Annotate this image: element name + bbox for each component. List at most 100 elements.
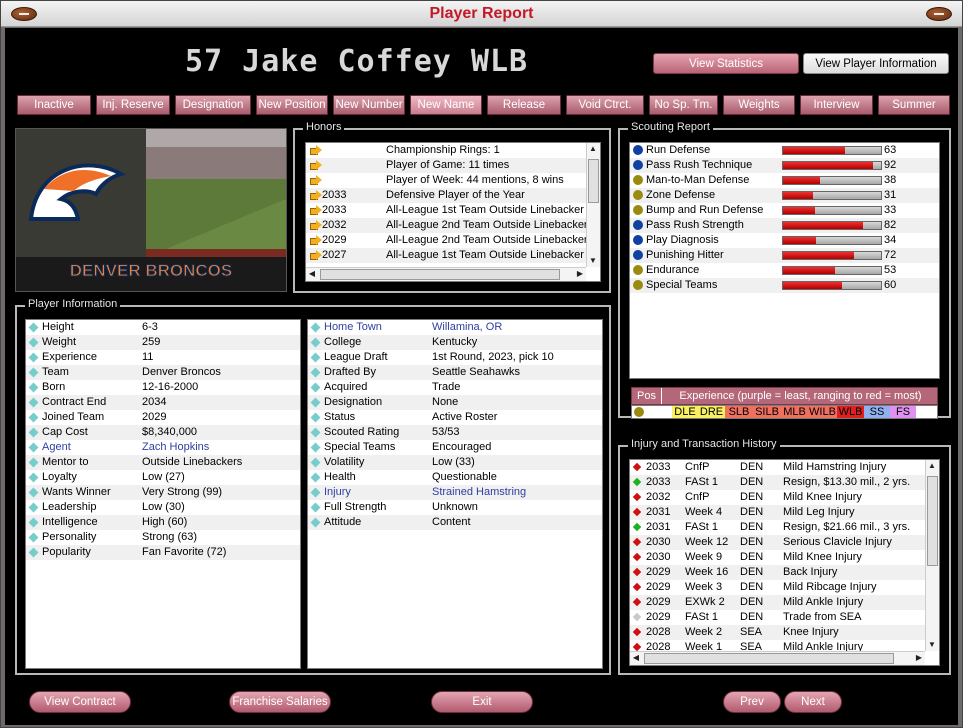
view-contract-button[interactable]: View Contract [29, 691, 131, 713]
info-label: Personality [42, 531, 97, 543]
info-link-value[interactable]: Willamina, OR [432, 321, 503, 333]
scroll-left-icon[interactable]: ◀ [632, 653, 640, 662]
honors-list[interactable]: Championship Rings: 1 Player of Game: 11 … [305, 142, 601, 282]
history-team: DEN [740, 521, 764, 533]
bullet-icon [28, 472, 39, 483]
nav-button-interview[interactable]: Interview [800, 95, 873, 115]
honors-vertical-scrollbar[interactable]: ▲ ▼ [586, 143, 600, 267]
franchise-salaries-button[interactable]: Franchise Salaries [229, 691, 331, 713]
info-link-value[interactable]: Strained Hamstring [432, 486, 527, 498]
info-value: Content [432, 516, 471, 528]
experience-position-cell: SS [864, 406, 890, 418]
scroll-right-icon[interactable]: ▶ [576, 269, 584, 278]
bullet-icon [28, 397, 39, 408]
info-row: Leadership Low (30) [26, 500, 300, 515]
scroll-left-icon[interactable]: ◀ [308, 269, 316, 278]
info-label: Wants Winner [42, 486, 111, 498]
nav-button-summer[interactable]: Summer [878, 95, 950, 115]
nav-button-designation[interactable]: Designation [175, 95, 251, 115]
experience-header-bar: Pos Experience (purple = least, ranging … [631, 387, 938, 405]
arrow-icon [310, 175, 322, 185]
history-year: 2033 [646, 476, 671, 488]
bullet-icon [28, 382, 39, 393]
scroll-up-icon[interactable]: ▲ [928, 461, 936, 470]
scroll-up-icon[interactable]: ▲ [589, 144, 597, 153]
status-diamond-icon [632, 612, 642, 622]
info-row: Health Questionable [308, 470, 602, 485]
info-value: Outside Linebackers [142, 456, 243, 468]
info-value: None [432, 396, 459, 408]
scroll-down-icon[interactable]: ▼ [589, 256, 597, 265]
rating-bar [782, 176, 882, 185]
rating-value: 34 [884, 234, 897, 246]
info-link-value[interactable]: Zach Hopkins [142, 441, 210, 453]
attribute-name: Punishing Hitter [646, 249, 724, 261]
honor-row: 2027 All-League 1st Team Outside Lineback… [306, 248, 588, 263]
nav-button-inactive[interactable]: Inactive [17, 95, 91, 115]
history-row: 2033 FASt 1 DEN Resign, $13.30 mil., 2 yrs. [630, 475, 926, 490]
nav-button-inj-reserve[interactable]: Inj. Reserve [96, 95, 170, 115]
info-row[interactable]: Injury Strained Hamstring [308, 485, 602, 500]
nav-button-no-sp-tm[interactable]: No Sp. Tm. [649, 95, 718, 115]
honor-row: Player of Week: 44 mentions, 8 wins [306, 173, 588, 188]
prev-button[interactable]: Prev [723, 691, 781, 713]
history-period: Week 12 [685, 536, 729, 548]
nav-button-new-position[interactable]: New Position [256, 95, 328, 115]
arrow-icon [310, 190, 322, 200]
scroll-thumb[interactable] [320, 269, 560, 280]
nav-button-release[interactable]: Release [487, 95, 561, 115]
info-value: 11 [142, 351, 154, 363]
status-diamond-icon [632, 582, 642, 592]
rating-bar [782, 221, 882, 230]
scroll-thumb[interactable] [588, 159, 599, 203]
history-horizontal-scrollbar[interactable]: ◀ ▶ [630, 651, 925, 665]
info-label: Volatility [324, 456, 365, 468]
football-icon [926, 7, 952, 21]
bullet-icon [310, 442, 321, 453]
info-row: Special Teams Encouraged [308, 440, 602, 455]
scroll-thumb[interactable] [927, 476, 938, 566]
nav-button-weights[interactable]: Weights [723, 95, 795, 115]
info-row[interactable]: Agent Zach Hopkins [26, 440, 300, 455]
info-value: Low (30) [142, 501, 185, 513]
info-label: Team [42, 366, 69, 378]
history-team: DEN [740, 596, 764, 608]
bullet-icon [310, 457, 321, 468]
honor-text: All-League 1st Team Outside Linebacker [386, 249, 584, 261]
honor-row: 2033 All-League 1st Team Outside Lineback… [306, 203, 588, 218]
scroll-thumb[interactable] [644, 653, 894, 664]
info-value: High (60) [142, 516, 188, 528]
nav-button-new-number[interactable]: New Number [333, 95, 405, 115]
exit-button[interactable]: Exit [431, 691, 533, 713]
next-button[interactable]: Next [784, 691, 842, 713]
history-year: 2032 [646, 491, 671, 503]
status-diamond-icon [632, 642, 642, 652]
player-information-label: Player Information [25, 298, 121, 310]
history-description: Mild Knee Injury [783, 551, 862, 563]
bullet-icon [28, 337, 39, 348]
info-row[interactable]: Home Town Willamina, OR [308, 320, 602, 335]
info-row: Personality Strong (63) [26, 530, 300, 545]
scroll-down-icon[interactable]: ▼ [928, 640, 936, 649]
info-row: Designation None [308, 395, 602, 410]
history-description: Serious Clavicle Injury [783, 536, 892, 548]
view-statistics-button[interactable]: View Statistics [653, 53, 799, 74]
attribute-dot-icon [633, 280, 643, 290]
arrow-icon [310, 250, 322, 260]
history-description: Mild Ribcage Injury [783, 581, 877, 593]
nav-button-new-name[interactable]: New Name [410, 95, 482, 115]
bullet-icon [310, 367, 321, 378]
view-player-information-button[interactable]: View Player Information [803, 53, 949, 74]
nav-button-void-ctrct[interactable]: Void Ctrct. [566, 95, 644, 115]
history-period: FASt 1 [685, 611, 719, 623]
honor-text: Defensive Player of the Year [386, 189, 525, 201]
history-year: 2029 [646, 596, 671, 608]
injury-history-list[interactable]: 2033 CnfP DEN Mild Hamstring Injury 2033 FASt… [629, 459, 940, 666]
honors-horizontal-scrollbar[interactable]: ◀ ▶ [306, 267, 586, 281]
injury-history-label: Injury and Transaction History [628, 438, 780, 450]
history-vertical-scrollbar[interactable]: ▲ ▼ [925, 460, 939, 651]
attribute-name: Pass Rush Strength [646, 219, 744, 231]
rating-value: 72 [884, 249, 897, 261]
scroll-right-icon[interactable]: ▶ [915, 653, 923, 662]
history-team: DEN [740, 566, 764, 578]
